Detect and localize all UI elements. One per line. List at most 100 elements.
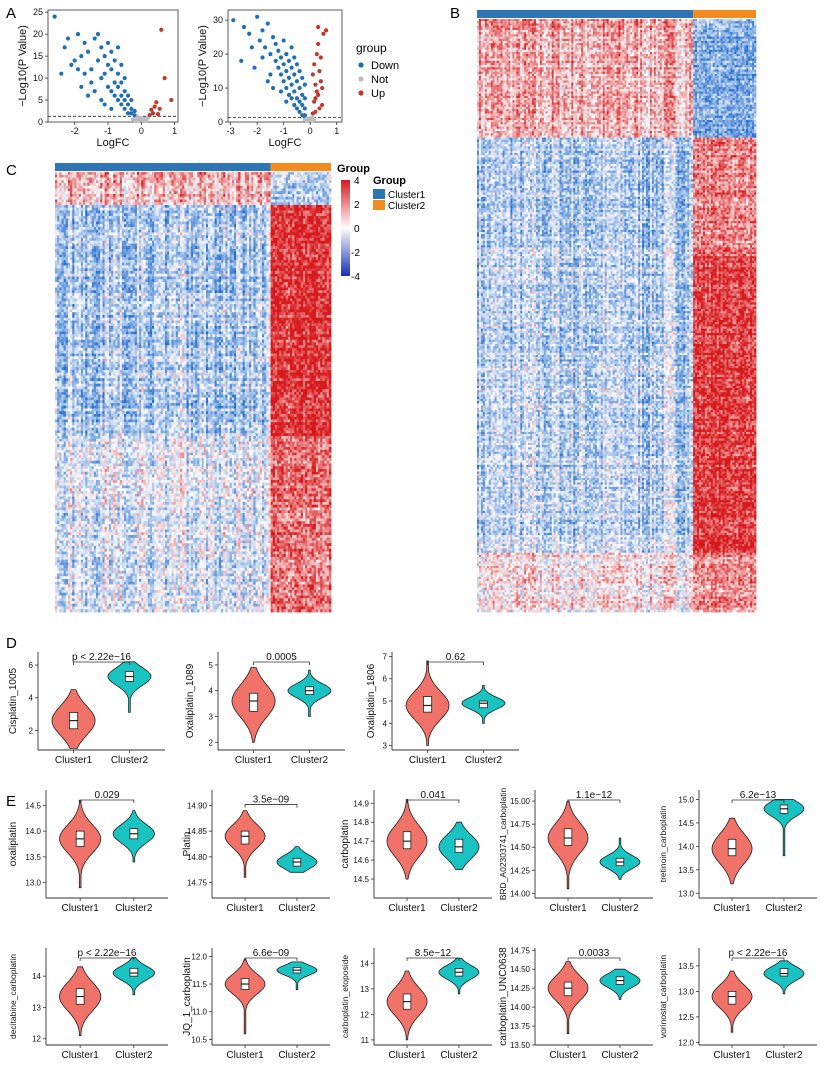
legend-down-label: Down: [371, 60, 399, 72]
point-down: [260, 28, 264, 32]
panel-label-a: A: [6, 5, 16, 22]
point-down: [303, 96, 307, 100]
point-down: [282, 79, 286, 83]
point-down: [76, 67, 80, 71]
point-down: [271, 35, 275, 39]
point-up: [320, 103, 324, 107]
y-tick-label: 0: [218, 117, 223, 127]
point-down: [292, 55, 296, 59]
point-down: [295, 79, 299, 83]
x-tick-label: 1: [334, 126, 339, 136]
volcano-legend: group Down Not Up: [356, 41, 399, 100]
point-up: [153, 105, 157, 109]
point-down: [89, 80, 93, 84]
point-down: [119, 80, 123, 84]
point-down: [86, 94, 90, 98]
point-down: [109, 50, 113, 54]
point-down: [242, 25, 246, 29]
point-down: [59, 72, 63, 76]
y-axis-label: −Log10(P Value): [17, 25, 29, 107]
point-down: [284, 100, 288, 104]
point-down: [116, 72, 120, 76]
point-down: [103, 72, 107, 76]
point-down: [109, 89, 113, 93]
point-down: [250, 45, 254, 49]
point-down: [290, 83, 294, 87]
legend-not-label: Not: [371, 74, 388, 86]
point-down: [284, 52, 288, 56]
x-tick-label: -1: [280, 126, 288, 136]
x-tick-label: 0: [139, 126, 144, 136]
group-bar-cluster1: [477, 10, 693, 18]
point-not: [305, 119, 309, 123]
point-down: [63, 45, 67, 49]
y-tick-label: 15: [33, 51, 43, 61]
y-tick-label: 20: [213, 49, 223, 59]
point-down: [252, 66, 256, 70]
point-down: [266, 79, 270, 83]
point-down: [274, 59, 278, 63]
point-up: [320, 86, 324, 90]
point-down: [279, 72, 283, 76]
point-down: [83, 41, 87, 45]
panel-label-d: D: [6, 635, 17, 652]
point-down: [290, 45, 294, 49]
y-tick-label: 5: [38, 95, 43, 105]
point-down: [231, 18, 235, 22]
y-tick-label: 30: [213, 15, 223, 25]
point-down: [279, 89, 283, 93]
point-down: [303, 83, 307, 87]
point-up: [169, 98, 173, 102]
point-down: [295, 96, 299, 100]
legend-down-dot: [358, 62, 363, 67]
point-up: [311, 72, 315, 76]
point-down: [271, 86, 275, 90]
point-down: [53, 14, 57, 18]
point-down: [116, 45, 120, 49]
point-down: [76, 32, 80, 36]
x-tick-label: 0: [308, 126, 313, 136]
point-down: [123, 98, 127, 102]
point-down: [126, 94, 130, 98]
point-up: [321, 32, 325, 36]
x-tick-label: 1: [172, 126, 177, 136]
point-down: [106, 63, 110, 67]
point-up: [316, 25, 320, 29]
point-down: [290, 66, 294, 70]
point-down: [255, 15, 259, 19]
group-label-cluster2: Cluster2: [388, 201, 426, 212]
point-down: [297, 86, 301, 90]
point-down: [290, 96, 294, 100]
point-down: [106, 85, 110, 89]
point-not: [131, 117, 135, 121]
point-down: [276, 49, 280, 53]
point-down: [284, 86, 288, 90]
point-up: [311, 111, 315, 115]
point-down: [89, 67, 93, 71]
point-down: [129, 98, 133, 102]
point-up: [313, 96, 317, 100]
point-down: [300, 93, 304, 97]
point-down: [96, 58, 100, 62]
scale-tick-neg2: -2: [351, 248, 360, 259]
plot-frame: [48, 10, 178, 122]
point-down: [300, 76, 304, 80]
point-down: [106, 41, 110, 45]
point-down: [268, 72, 272, 76]
y-tick-label: 25: [33, 7, 43, 17]
y-tick-label: 20: [33, 29, 43, 39]
point-down: [99, 76, 103, 80]
point-down: [116, 98, 120, 102]
point-down: [103, 54, 107, 58]
heatmap-group-title: Group: [373, 175, 406, 187]
point-down: [73, 58, 77, 62]
point-not: [139, 116, 143, 120]
point-down: [247, 32, 251, 36]
x-axis-label: LogFC: [268, 137, 301, 149]
point-up: [319, 79, 323, 83]
point-up: [163, 76, 167, 80]
scale-tick-2: 2: [354, 200, 360, 211]
x-tick-label: -1: [104, 126, 112, 136]
y-tick-label: 10: [33, 73, 43, 83]
